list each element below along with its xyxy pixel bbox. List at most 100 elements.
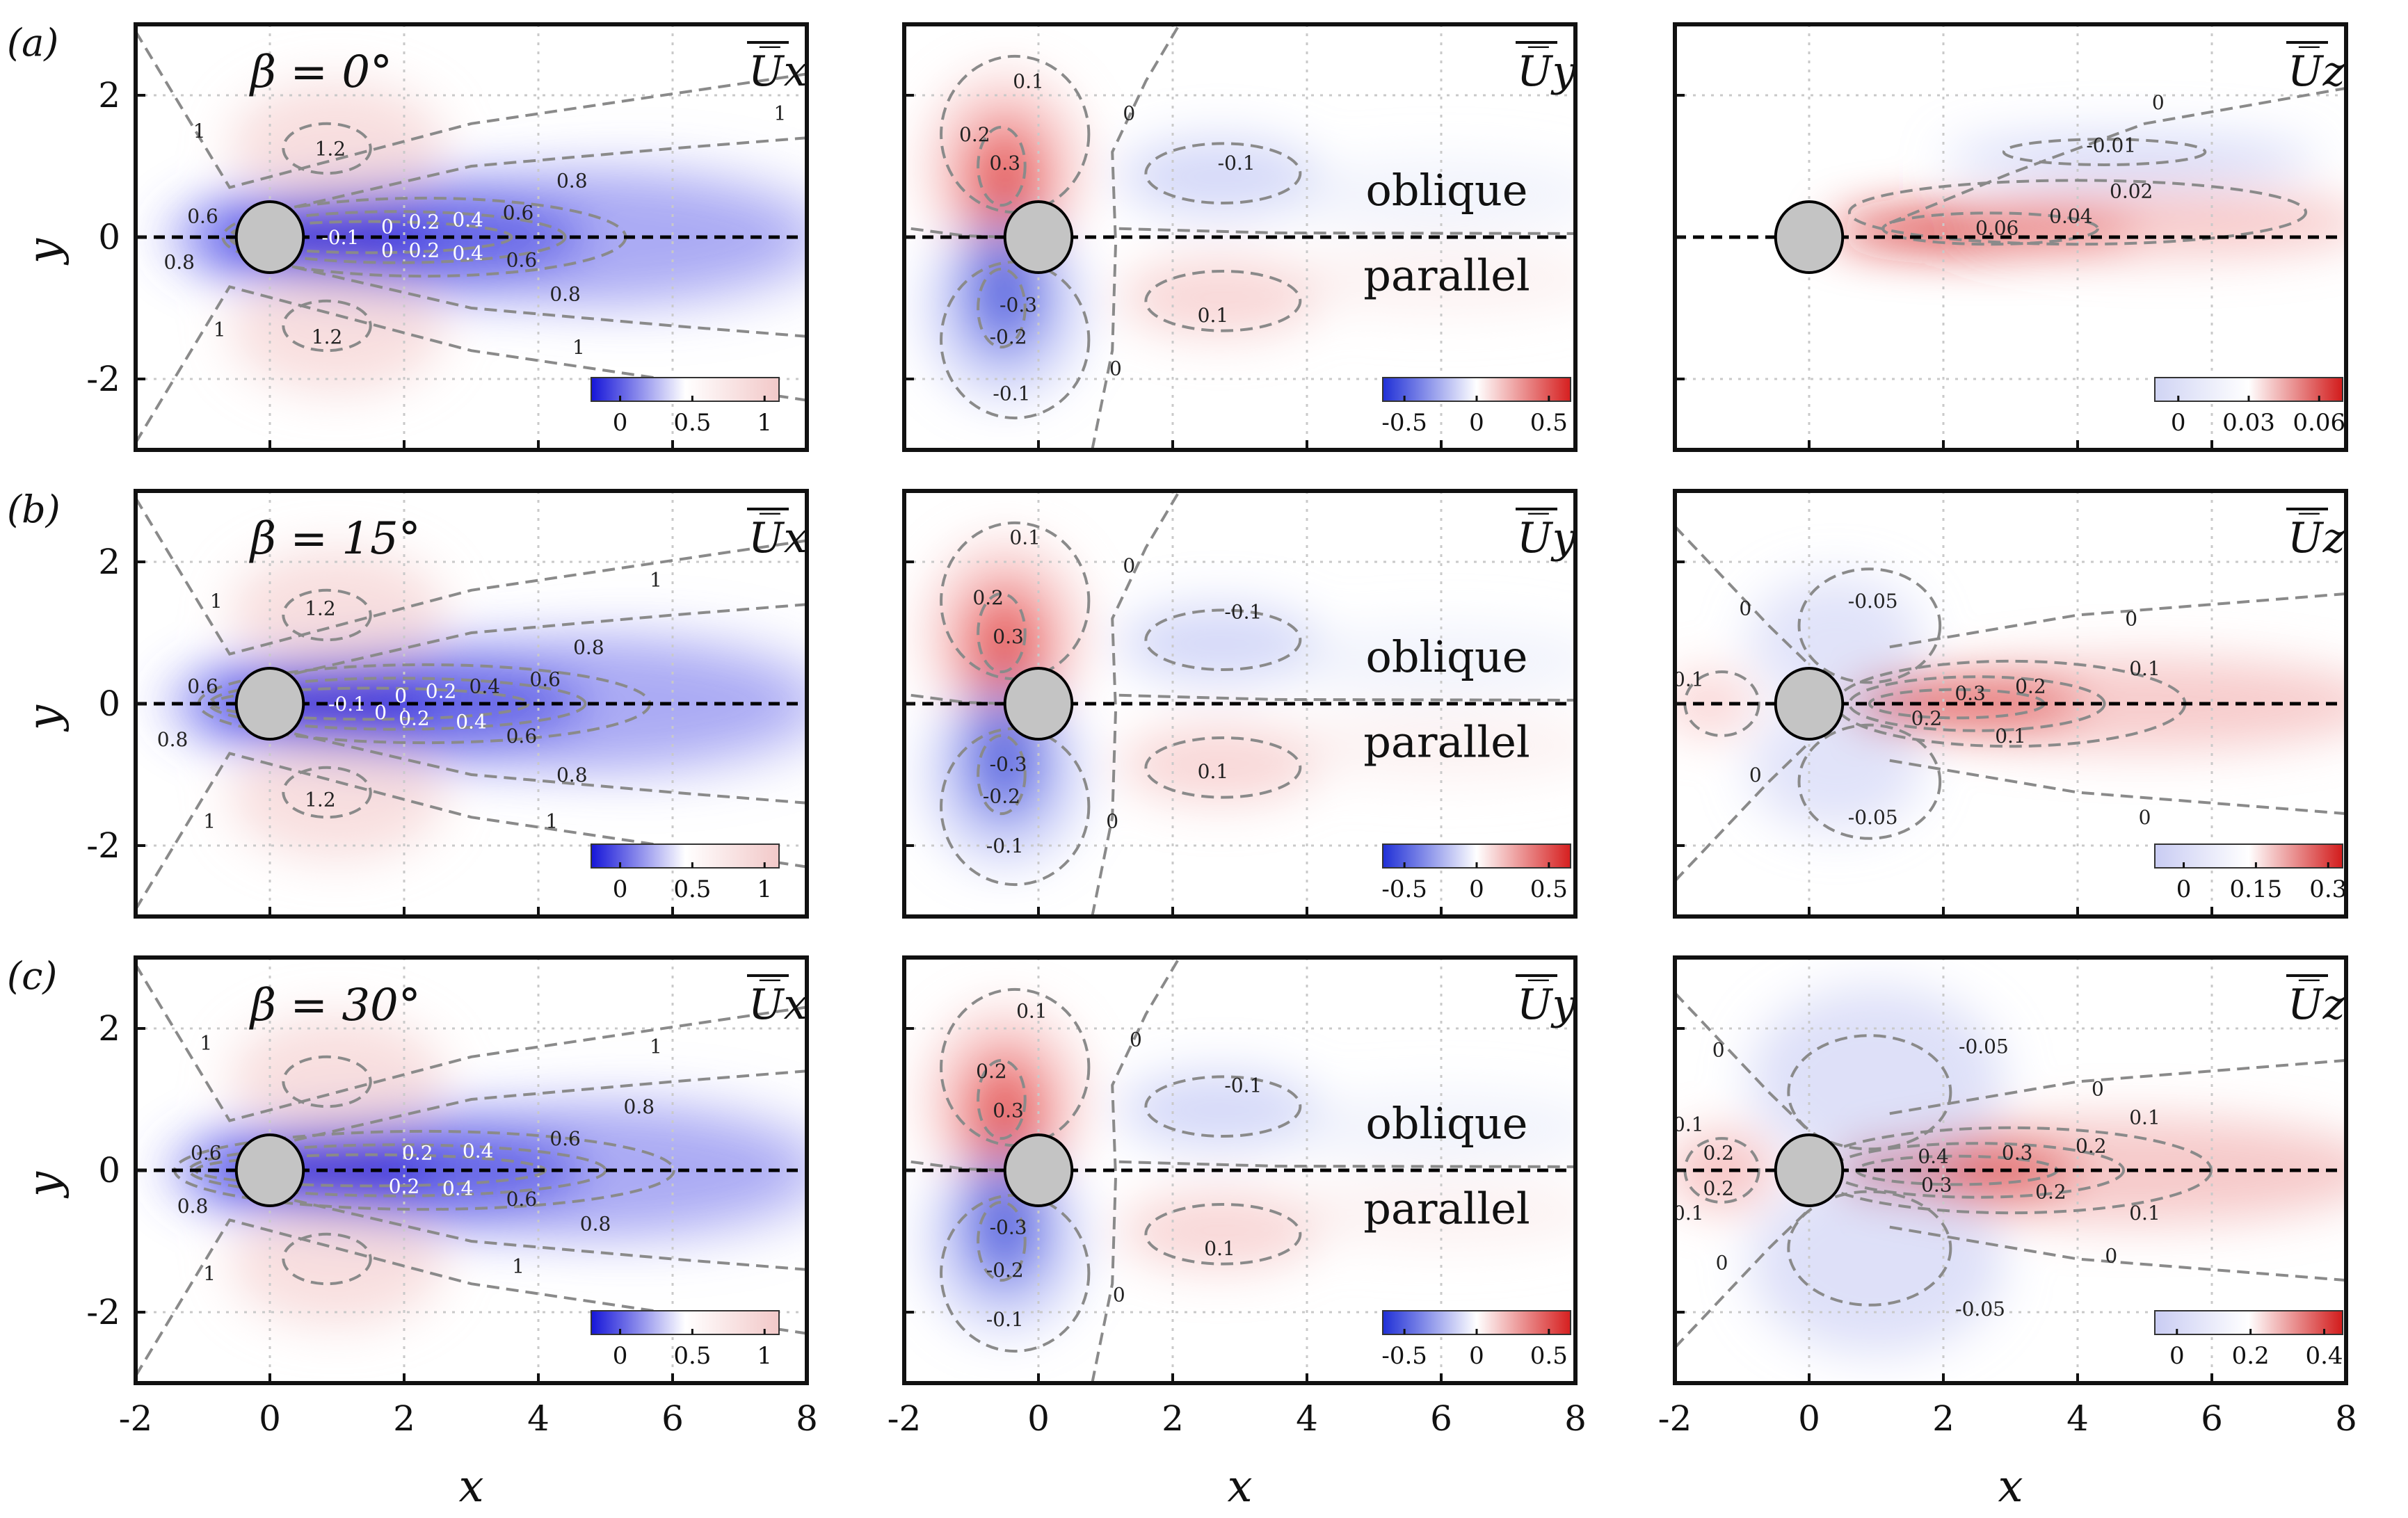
cylinder	[1003, 667, 1074, 741]
x-tick-label: 6	[661, 1398, 684, 1439]
contour-label: -0.1	[328, 693, 366, 716]
x-tick-label: -2	[119, 1398, 153, 1439]
contour-line	[1889, 1225, 2346, 1282]
colorbar-tick-label: 0.5	[1530, 875, 1568, 903]
contour-line	[282, 766, 372, 819]
y-tick-label: 0	[98, 1150, 120, 1190]
panel-ux: 1 1.2 0.8 0.6 0.6 0.4 0.2 0 -0.1 0 0.2 0.4 0.6 0.8 0.8…	[19, 22, 809, 452]
contour-label: 0.2	[1911, 706, 1943, 729]
contour-line	[977, 125, 1027, 207]
contour-label: 0.3	[993, 625, 1024, 648]
contour-label: 0.1	[1198, 304, 1229, 327]
contour-label: 0.6	[506, 249, 538, 272]
contour-label: 0.3	[2002, 1142, 2033, 1165]
colorbar-tick-label: 0	[613, 875, 628, 903]
region-label-parallel: parallel	[1363, 1184, 1530, 1234]
colorbar: 0 0.03 0.06	[2154, 377, 2345, 437]
contour-line	[282, 588, 372, 642]
colorbar-tick-label: 0.5	[673, 875, 711, 903]
contour-label: 0.8	[549, 283, 581, 306]
contour-line	[1118, 693, 1575, 702]
contour-label: -0.2	[986, 1259, 1024, 1282]
x-axis-label: x	[1998, 1461, 2023, 1512]
contour-line	[977, 1200, 1027, 1282]
contour-label: 0.2	[389, 1174, 420, 1197]
x-tick-label: 4	[527, 1398, 549, 1439]
contour-label: 0	[2125, 608, 2137, 631]
field-title: U̅z	[2288, 979, 2345, 1029]
contour-line	[910, 227, 1005, 239]
contour-line	[1787, 1034, 1952, 1151]
contour-label: 1.2	[305, 597, 336, 620]
contour-label: 0.06	[1975, 217, 2018, 240]
cylinder	[234, 200, 305, 274]
contour-labels: 0.1 0 0.2 0.3 -0.1 -0.3 -0.2 0.1 0 -0.1	[959, 70, 1255, 405]
y-tick-label: 2	[98, 1008, 120, 1049]
beta-label: β = 30°	[249, 980, 421, 1031]
x-tick-label: 0	[1798, 1398, 1820, 1439]
colorbar: 0 0.15 0.3	[2154, 843, 2347, 903]
colorbar: 0 0.5 1	[591, 377, 780, 437]
field-title: U̅z	[2288, 512, 2345, 563]
contour-label: 0.1	[1673, 668, 1704, 691]
contour-line	[256, 136, 807, 218]
colorbar-tick-label: 0.5	[673, 1342, 711, 1370]
contour-label: 1.2	[305, 789, 336, 812]
colorbar-tick-label: 0.4	[2305, 1342, 2343, 1370]
contour-label: 0.2	[2035, 1181, 2066, 1204]
contour-label: 1	[214, 318, 226, 341]
contour-label: 0.2	[972, 586, 1004, 609]
contour-label: 0.8	[163, 251, 195, 274]
contour-label: 1	[572, 336, 585, 359]
contour-label: 0	[1130, 1028, 1142, 1051]
contour-label: 1	[650, 1035, 662, 1058]
cylinder	[234, 667, 305, 741]
contour-label: 0	[381, 239, 394, 261]
x-tick-label: -2	[1658, 1398, 1692, 1439]
contour-label: 0.1	[2129, 1202, 2160, 1225]
contour-label: 0	[374, 701, 387, 724]
contour-label: 0.8	[580, 1213, 611, 1236]
x-tick-label: 8	[796, 1398, 818, 1439]
contour-label: 0.8	[177, 1195, 209, 1218]
x-tick-label: 4	[1296, 1398, 1318, 1439]
contour-label: 0	[1716, 1252, 1728, 1275]
field-title: U̅x	[748, 979, 807, 1029]
field-blob	[1903, 657, 2346, 750]
colorbar-tick-label: 1	[757, 875, 772, 903]
contour-line	[1829, 1142, 2126, 1199]
field-blob	[230, 1014, 444, 1142]
field-blob	[230, 547, 444, 676]
region-label-oblique: oblique	[1366, 631, 1528, 682]
contour-label: 0	[1123, 102, 1135, 125]
contour-label: 0.2	[976, 1060, 1007, 1083]
region-label-oblique: oblique	[1366, 165, 1528, 216]
field-blob	[1943, 134, 2320, 184]
cylinder	[234, 1133, 305, 1207]
contour-labels: 0 -0.01 0.02 0.04 0.06	[1975, 91, 2165, 240]
contour-label: -0.1	[321, 226, 359, 249]
contour-label: 0.6	[506, 1188, 538, 1211]
contour-label: -0.3	[1000, 293, 1037, 316]
contour-line	[1144, 269, 1302, 332]
panel-uy: 0.1 0 0.2 0.3 -0.1 -0.3 -0.2 0.1 0 -0.1 U̅y oblique…	[888, 955, 1587, 1512]
contour-line	[2002, 138, 2207, 166]
y-tick-label: -2	[86, 359, 120, 399]
region-label-oblique: oblique	[1366, 1098, 1528, 1149]
panel-ux: 11 1.20.80.6 0.60.40.20-0.1 0 0.2 0.40.60.80.…	[19, 489, 809, 919]
contour-label: 0.4	[442, 1177, 474, 1200]
colorbar-tick-label: -0.5	[1381, 875, 1427, 903]
contour-label: -0.1	[986, 1308, 1024, 1331]
colorbar: 0 0.5 1	[591, 843, 780, 903]
contour-line	[977, 734, 1027, 816]
region-label-parallel: parallel	[1363, 717, 1530, 768]
row-label: (b)	[7, 487, 61, 531]
contour-label: 0.1	[1013, 70, 1044, 93]
contour-label: 0.2	[402, 1142, 433, 1165]
colorbar-tick-label: 1	[757, 409, 772, 437]
y-tick-label: 2	[98, 542, 120, 582]
contour-line	[1797, 723, 1942, 840]
region-label-parallel: parallel	[1363, 250, 1530, 301]
contour-line	[1889, 592, 2346, 649]
contour-label: 0	[2105, 1244, 2117, 1267]
